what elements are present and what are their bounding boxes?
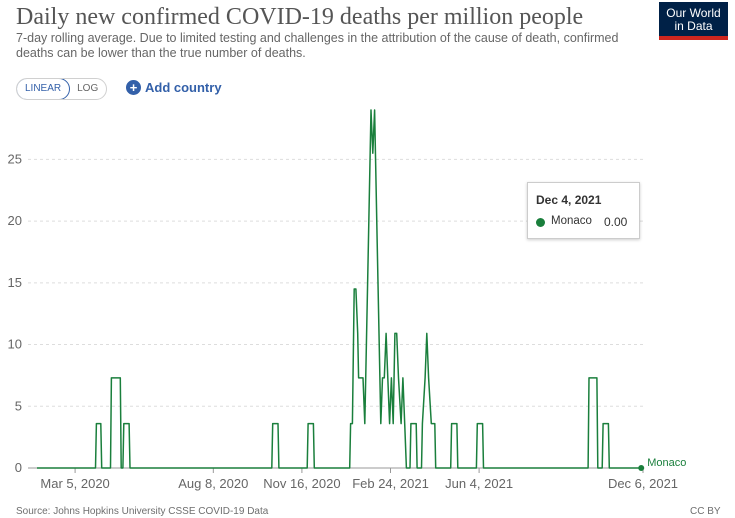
y-tick-label: 0 bbox=[15, 460, 22, 475]
owid-logo[interactable]: Our World in Data bbox=[659, 2, 728, 40]
y-tick-label: 5 bbox=[15, 398, 22, 413]
hover-tooltip: Dec 4, 2021 Monaco 0.00 bbox=[527, 182, 640, 239]
y-tick-label: 20 bbox=[8, 213, 22, 228]
linear-scale-button[interactable]: LINEAR bbox=[17, 79, 71, 99]
plus-circle-icon: + bbox=[126, 79, 141, 95]
x-tick-label: Mar 5, 2020 bbox=[40, 476, 109, 491]
series-end-label: Monaco bbox=[647, 457, 686, 469]
logo-line-2: in Data bbox=[674, 19, 713, 33]
scale-toggle: LINEAR LOG bbox=[16, 78, 108, 100]
logo-line-1: Our World bbox=[666, 6, 721, 20]
series-color-dot bbox=[536, 218, 545, 227]
log-scale-button[interactable]: LOG bbox=[77, 83, 99, 94]
series-end-point bbox=[638, 465, 645, 471]
x-tick-label: Nov 16, 2020 bbox=[263, 476, 340, 491]
y-tick-label: 25 bbox=[8, 151, 22, 166]
x-tick-label: Dec 6, 2021 bbox=[608, 476, 678, 491]
x-tick-label: Aug 8, 2020 bbox=[178, 476, 248, 491]
tooltip-value: 0.00 bbox=[604, 215, 628, 229]
chart-title: Daily new confirmed COVID-19 deaths per … bbox=[16, 4, 584, 30]
tooltip-date: Dec 4, 2021 bbox=[536, 193, 602, 207]
y-tick-label: 15 bbox=[8, 275, 22, 290]
license-link[interactable]: CC BY bbox=[690, 506, 721, 517]
y-tick-label: 10 bbox=[8, 337, 22, 352]
chart-subtitle: 7-day rolling average. Due to limited te… bbox=[16, 31, 619, 60]
source-link[interactable]: Source: Johns Hopkins University CSSE CO… bbox=[16, 506, 269, 517]
series-line bbox=[37, 109, 642, 469]
x-tick-label: Feb 24, 2021 bbox=[352, 476, 429, 491]
tooltip-series-name: Monaco bbox=[551, 215, 592, 227]
add-country-button[interactable]: + Add country bbox=[126, 78, 222, 96]
add-country-label: Add country bbox=[145, 79, 222, 95]
x-tick-label: Jun 4, 2021 bbox=[445, 476, 513, 491]
